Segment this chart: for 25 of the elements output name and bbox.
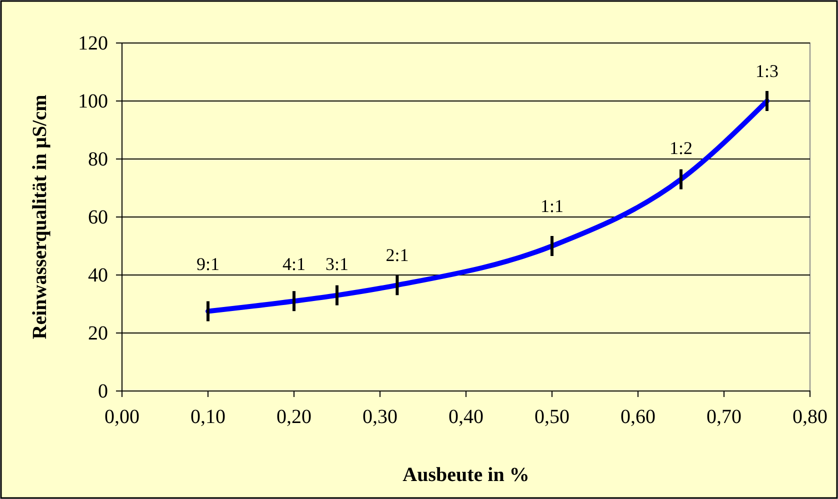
x-tick-label: 0,50: [534, 406, 570, 428]
x-tick-label: 0,70: [706, 406, 742, 428]
x-tick-label: 0,60: [620, 406, 656, 428]
x-tick-label: 0,10: [190, 406, 226, 428]
y-axis-title: Reinwasserqualität in µS/cm: [29, 94, 51, 340]
x-tick-label: 0,80: [792, 406, 828, 428]
x-axis-title: Ausbeute in %: [402, 464, 530, 486]
annotation: 3:1: [325, 254, 349, 274]
y-tick-label: 80: [88, 148, 108, 170]
annotation: 1:3: [755, 61, 779, 81]
annotation: 2:1: [386, 245, 409, 266]
y-tick-label: 100: [78, 90, 108, 112]
y-tick-label: 40: [88, 264, 108, 286]
annotation: 1:1: [540, 196, 564, 216]
y-tick-label: 120: [78, 32, 108, 54]
annotation: 9:1: [196, 254, 220, 274]
annotation: 1:2: [669, 138, 693, 158]
annotation: 4:1: [282, 254, 306, 274]
x-tick-label: 0,40: [448, 406, 484, 428]
y-tick-label: 0: [98, 380, 108, 402]
x-tick-label: 0,20: [276, 406, 312, 428]
y-tick-label: 60: [88, 206, 108, 228]
x-tick-label: 0,30: [362, 406, 398, 428]
x-tick-label: 0,00: [104, 406, 140, 428]
y-tick-label: 20: [88, 322, 108, 344]
